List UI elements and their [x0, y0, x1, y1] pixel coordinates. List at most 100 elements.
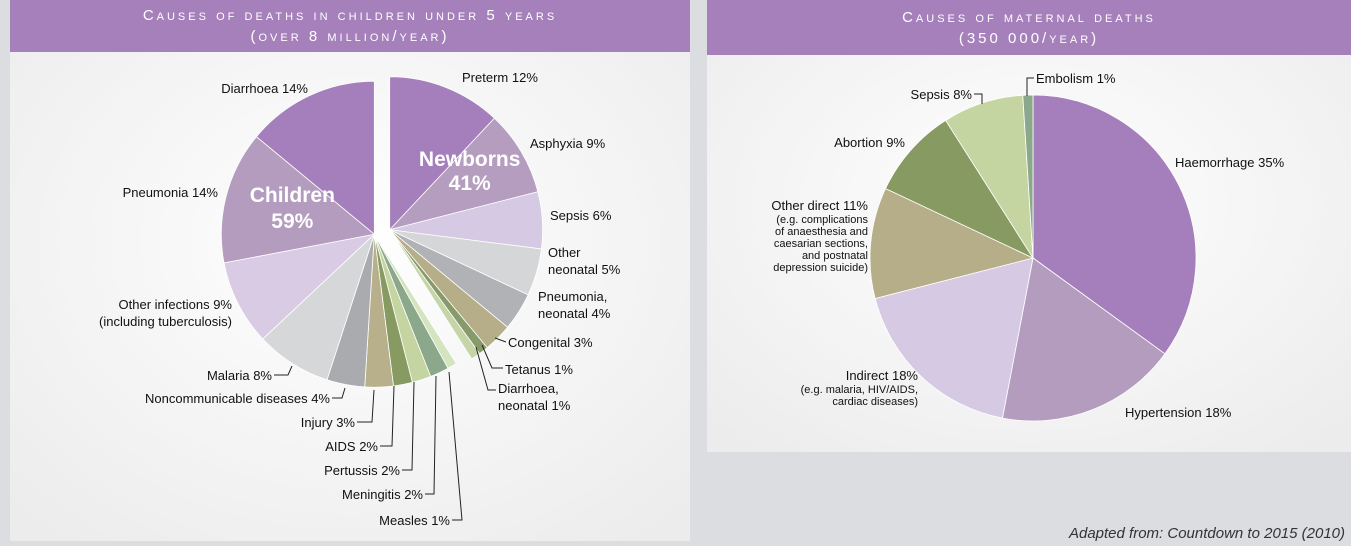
- slice: [1001, 257, 1166, 422]
- value-label: 5%: [601, 262, 621, 277]
- note-line: and postnatal: [801, 250, 868, 262]
- slice: [874, 257, 1034, 419]
- category-label: Diarrhoea, neonatal: [498, 381, 559, 413]
- group-label: Children: [250, 184, 335, 207]
- source: Adapted from: Countdown to 2015 (2010): [1068, 525, 1345, 542]
- slice-label: Diarrhoea, neonatal 1%: [498, 380, 584, 414]
- value-label: 9%: [586, 136, 606, 151]
- slice-label: Diarrhoea 14%: [221, 80, 308, 97]
- category-label: Tetanus: [505, 362, 551, 377]
- slice-label: Hypertension 18%: [1125, 404, 1231, 421]
- slice-label: Asphyxia 9%: [530, 135, 605, 152]
- leader-line: [448, 371, 463, 521]
- slice: [1032, 94, 1197, 355]
- leader-line: [380, 385, 395, 447]
- note-line: caesarian sections,: [773, 238, 868, 250]
- category-label: Other infections: [118, 297, 210, 312]
- chart-subtitle: (over 8 million/year): [251, 28, 450, 45]
- slice: [388, 117, 539, 231]
- chart-title: Causes of maternal deaths: [902, 9, 1156, 26]
- value-label: 2%: [359, 439, 378, 454]
- category-label: Hypertension: [1125, 405, 1202, 420]
- value-label: 1%: [1096, 71, 1116, 86]
- value-label: 11%: [842, 198, 868, 213]
- value-label: 1%: [431, 513, 450, 528]
- category-label: Pneumonia, neonatal: [538, 289, 608, 321]
- value-label: 35%: [1258, 155, 1285, 170]
- leader-line: [481, 344, 503, 369]
- group-value-label: 41%: [449, 172, 491, 195]
- leader-line: [402, 381, 415, 471]
- category-label: Abortion: [834, 135, 883, 150]
- note-line: depression suicide): [773, 262, 868, 274]
- leader-line: [974, 93, 983, 104]
- group-value-label: 59%: [271, 210, 313, 233]
- value-label: 4%: [591, 306, 611, 321]
- value-label: 9%: [213, 297, 232, 312]
- category-label: Malaria: [206, 368, 250, 383]
- category-label: Noncommunicable diseases: [144, 391, 308, 406]
- slice: [389, 76, 495, 231]
- value-label: 2%: [404, 487, 423, 502]
- slice-label: Measles 1%: [379, 512, 450, 529]
- slice: [1022, 94, 1034, 259]
- category-label: Other direct: [771, 198, 840, 213]
- leader-line: [332, 387, 346, 399]
- slice-label: Congenital 3%: [508, 334, 593, 351]
- category-label: Haemorrhage: [1175, 155, 1255, 170]
- category-label: AIDS: [325, 439, 356, 454]
- value-label: 18%: [891, 368, 918, 383]
- category-label: Injury: [300, 415, 333, 430]
- category-label: Indirect: [845, 368, 889, 383]
- leader-line: [274, 365, 293, 376]
- slice-label: Noncommunicable diseases 4%: [145, 390, 330, 407]
- slice-label: Pneumonia 14%: [123, 184, 218, 201]
- slice-label: Pneumonia, neonatal 4%: [538, 288, 624, 322]
- slice-label: Indirect 18% (e.g. malaria, HIV/AIDS, card…: [801, 367, 918, 408]
- slice-label: Sepsis 6%: [550, 207, 611, 224]
- value-label: 3%: [336, 415, 355, 430]
- slice-group: Children 59%: [220, 80, 457, 388]
- slice: [220, 136, 376, 264]
- value-label: 6%: [592, 208, 612, 223]
- note-line: cardiac diseases): [832, 396, 918, 408]
- value-label: 4%: [311, 391, 330, 406]
- category-label: Sepsis: [550, 208, 590, 223]
- slice: [223, 233, 376, 340]
- slice-label: Other neonatal 5%: [548, 244, 628, 278]
- slice: [884, 119, 1035, 259]
- category-label: Pneumonia: [122, 185, 189, 200]
- category-label: Asphyxia: [530, 136, 583, 151]
- category-label: Preterm: [462, 70, 509, 85]
- group-label: Newborns: [419, 148, 521, 171]
- slice-label: Other infections 9% (including tuberculos…: [99, 296, 232, 330]
- value-label: 12%: [511, 70, 538, 85]
- category-label: Other neonatal: [548, 245, 598, 277]
- leader-line: [357, 389, 375, 423]
- slice-label: Malaria 8%: [207, 367, 272, 384]
- note-line: of anaesthesia and: [775, 226, 868, 238]
- slice-label: Haemorrhage 35%: [1175, 154, 1284, 171]
- note-line: (e.g. complications: [776, 214, 868, 226]
- category-label: Measles: [379, 513, 428, 528]
- category-label: Meningitis: [342, 487, 401, 502]
- title-bar: [10, 0, 690, 52]
- chart-title: Causes of deaths in children under 5 yea…: [143, 7, 557, 24]
- value-label: 9%: [886, 135, 905, 150]
- note: (including tuberculosis): [99, 314, 232, 329]
- value-label: 8%: [953, 87, 972, 102]
- leader-line: [494, 337, 507, 343]
- leader-line: [425, 375, 437, 495]
- slice-label: Injury 3%: [301, 414, 355, 431]
- leader-line: [475, 346, 496, 391]
- value-label: 3%: [573, 335, 593, 350]
- slice-label: Pertussis 2%: [324, 462, 400, 479]
- slice-label: Tetanus 1%: [505, 361, 573, 378]
- slice-label: Abortion 9%: [834, 134, 905, 151]
- category-label: Sepsis: [910, 87, 950, 102]
- value-label: 14%: [281, 81, 308, 96]
- chart-subtitle: (350 000/year): [959, 30, 1099, 47]
